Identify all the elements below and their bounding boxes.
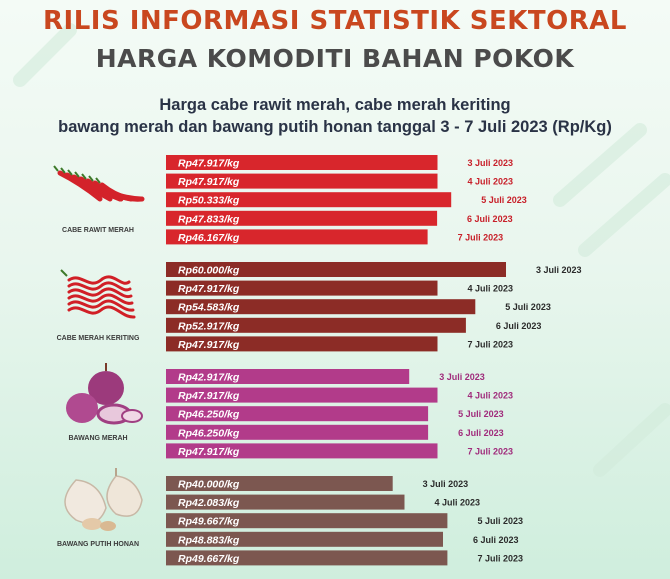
date-label: 6 Juli 2023 xyxy=(458,428,504,438)
bar-value-label: Rp54.583/kg xyxy=(178,302,240,314)
bar-value-label: Rp47.917/kg xyxy=(178,390,240,402)
date-label: 7 Juli 2023 xyxy=(468,339,514,349)
date-label: 6 Juli 2023 xyxy=(467,214,513,224)
chili-pepper-icon xyxy=(53,165,145,202)
category-label-cabe-merah-keriting: CABE MERAH KERITING xyxy=(57,335,140,342)
date-label: 5 Juli 2023 xyxy=(458,409,504,419)
chart-description-line1: Harga cabe rawit merah, cabe merah kerit… xyxy=(159,96,511,114)
date-label: 3 Juli 2023 xyxy=(536,265,582,275)
bar-bawang-putih-honan xyxy=(166,550,448,566)
date-label: 7 Juli 2023 xyxy=(477,553,523,563)
category-label-cabe-rawit-merah: CABE RAWIT MERAH xyxy=(62,227,134,234)
date-label: 4 Juli 2023 xyxy=(434,498,480,508)
bar-bawang-merah xyxy=(166,443,438,459)
bar-value-label: Rp47.833/kg xyxy=(178,213,240,225)
bar-value-label: Rp46.250/kg xyxy=(178,427,240,439)
bar-bawang-merah xyxy=(166,406,429,422)
bar-value-label: Rp47.917/kg xyxy=(178,446,240,458)
bar-cabe-rawit-merah xyxy=(166,229,428,245)
date-label: 6 Juli 2023 xyxy=(473,535,519,545)
category-label-bawang-putih-honan: BAWANG PUTIH HONAN xyxy=(57,541,139,548)
bar-cabe-rawit-merah xyxy=(166,173,438,189)
bar-value-label: Rp40.000/kg xyxy=(178,479,240,491)
chart-description-line2: bawang merah dan bawang putih honan tang… xyxy=(58,118,612,136)
bar-cabe-merah-keriting xyxy=(166,336,438,352)
bar-bawang-putih-honan xyxy=(166,494,405,510)
date-label: 4 Juli 2023 xyxy=(468,284,514,294)
date-label: 5 Juli 2023 xyxy=(505,302,551,312)
bar-value-label: Rp60.000/kg xyxy=(178,265,240,277)
date-label: 4 Juli 2023 xyxy=(468,177,514,187)
bar-cabe-merah-keriting xyxy=(166,299,476,315)
bar-bawang-putih-honan xyxy=(166,531,443,547)
bar-value-label: Rp50.333/kg xyxy=(178,195,240,207)
curly-chili-icon xyxy=(60,269,136,319)
bar-value-label: Rp52.917/kg xyxy=(178,320,240,332)
date-label: 4 Juli 2023 xyxy=(468,391,514,401)
bar-bawang-merah xyxy=(166,369,410,384)
bar-value-label: Rp47.917/kg xyxy=(178,176,240,188)
bar-value-label: Rp42.917/kg xyxy=(178,372,240,384)
date-label: 6 Juli 2023 xyxy=(496,321,542,331)
category-label-bawang-merah: BAWANG MERAH xyxy=(68,435,127,442)
group-cabe-merah-keriting: CABE MERAH KERITING Rp60.000/kg 3 Juli 202… xyxy=(57,262,582,352)
shallot-icon xyxy=(66,363,143,425)
bar-bawang-putih-honan xyxy=(166,513,448,529)
date-label: 7 Juli 2023 xyxy=(458,232,504,242)
bar-value-label: Rp47.917/kg xyxy=(178,158,240,170)
date-label: 7 Juli 2023 xyxy=(468,446,514,456)
bar-cabe-merah-keriting xyxy=(166,262,506,277)
bar-cabe-rawit-merah xyxy=(166,192,452,208)
date-label: 5 Juli 2023 xyxy=(481,195,527,205)
bar-bawang-putih-honan xyxy=(166,476,393,491)
main-title: RILIS INFORMASI STATISTIK SEKTORAL xyxy=(43,6,627,36)
main-subtitle-heading: HARGA KOMODITI BAHAN POKOK xyxy=(95,44,575,73)
bar-value-label: Rp46.167/kg xyxy=(178,232,240,244)
garlic-icon xyxy=(64,468,143,531)
bar-cabe-rawit-merah xyxy=(166,210,438,226)
date-label: 3 Juli 2023 xyxy=(423,479,469,489)
bar-value-label: Rp49.667/kg xyxy=(178,553,240,565)
bar-cabe-rawit-merah xyxy=(166,155,438,170)
bar-cabe-merah-keriting xyxy=(166,280,438,296)
bar-value-label: Rp49.667/kg xyxy=(178,516,240,528)
bar-value-label: Rp47.917/kg xyxy=(178,339,240,351)
group-bawang-putih-honan: BAWANG PUTIH HONAN Rp40.000/kg 3 Juli 2023… xyxy=(57,468,523,566)
date-label: 3 Juli 2023 xyxy=(439,372,485,382)
bar-cabe-merah-keriting xyxy=(166,317,466,333)
date-label: 3 Juli 2023 xyxy=(468,158,514,168)
bar-value-label: Rp46.250/kg xyxy=(178,409,240,421)
date-label: 5 Juli 2023 xyxy=(477,516,523,526)
bar-bawang-merah xyxy=(166,387,438,403)
group-bawang-merah: BAWANG MERAH Rp42.917/kg 3 Juli 2023 Rp47.9… xyxy=(66,363,514,459)
bar-value-label: Rp48.883/kg xyxy=(178,534,240,546)
bar-bawang-merah xyxy=(166,424,429,440)
group-cabe-rawit-merah: CABE RAWIT MERAH Rp47.917/kg 3 Juli 2023 Rp… xyxy=(53,155,527,245)
bar-value-label: Rp42.083/kg xyxy=(178,497,240,509)
bar-value-label: Rp47.917/kg xyxy=(178,283,240,295)
